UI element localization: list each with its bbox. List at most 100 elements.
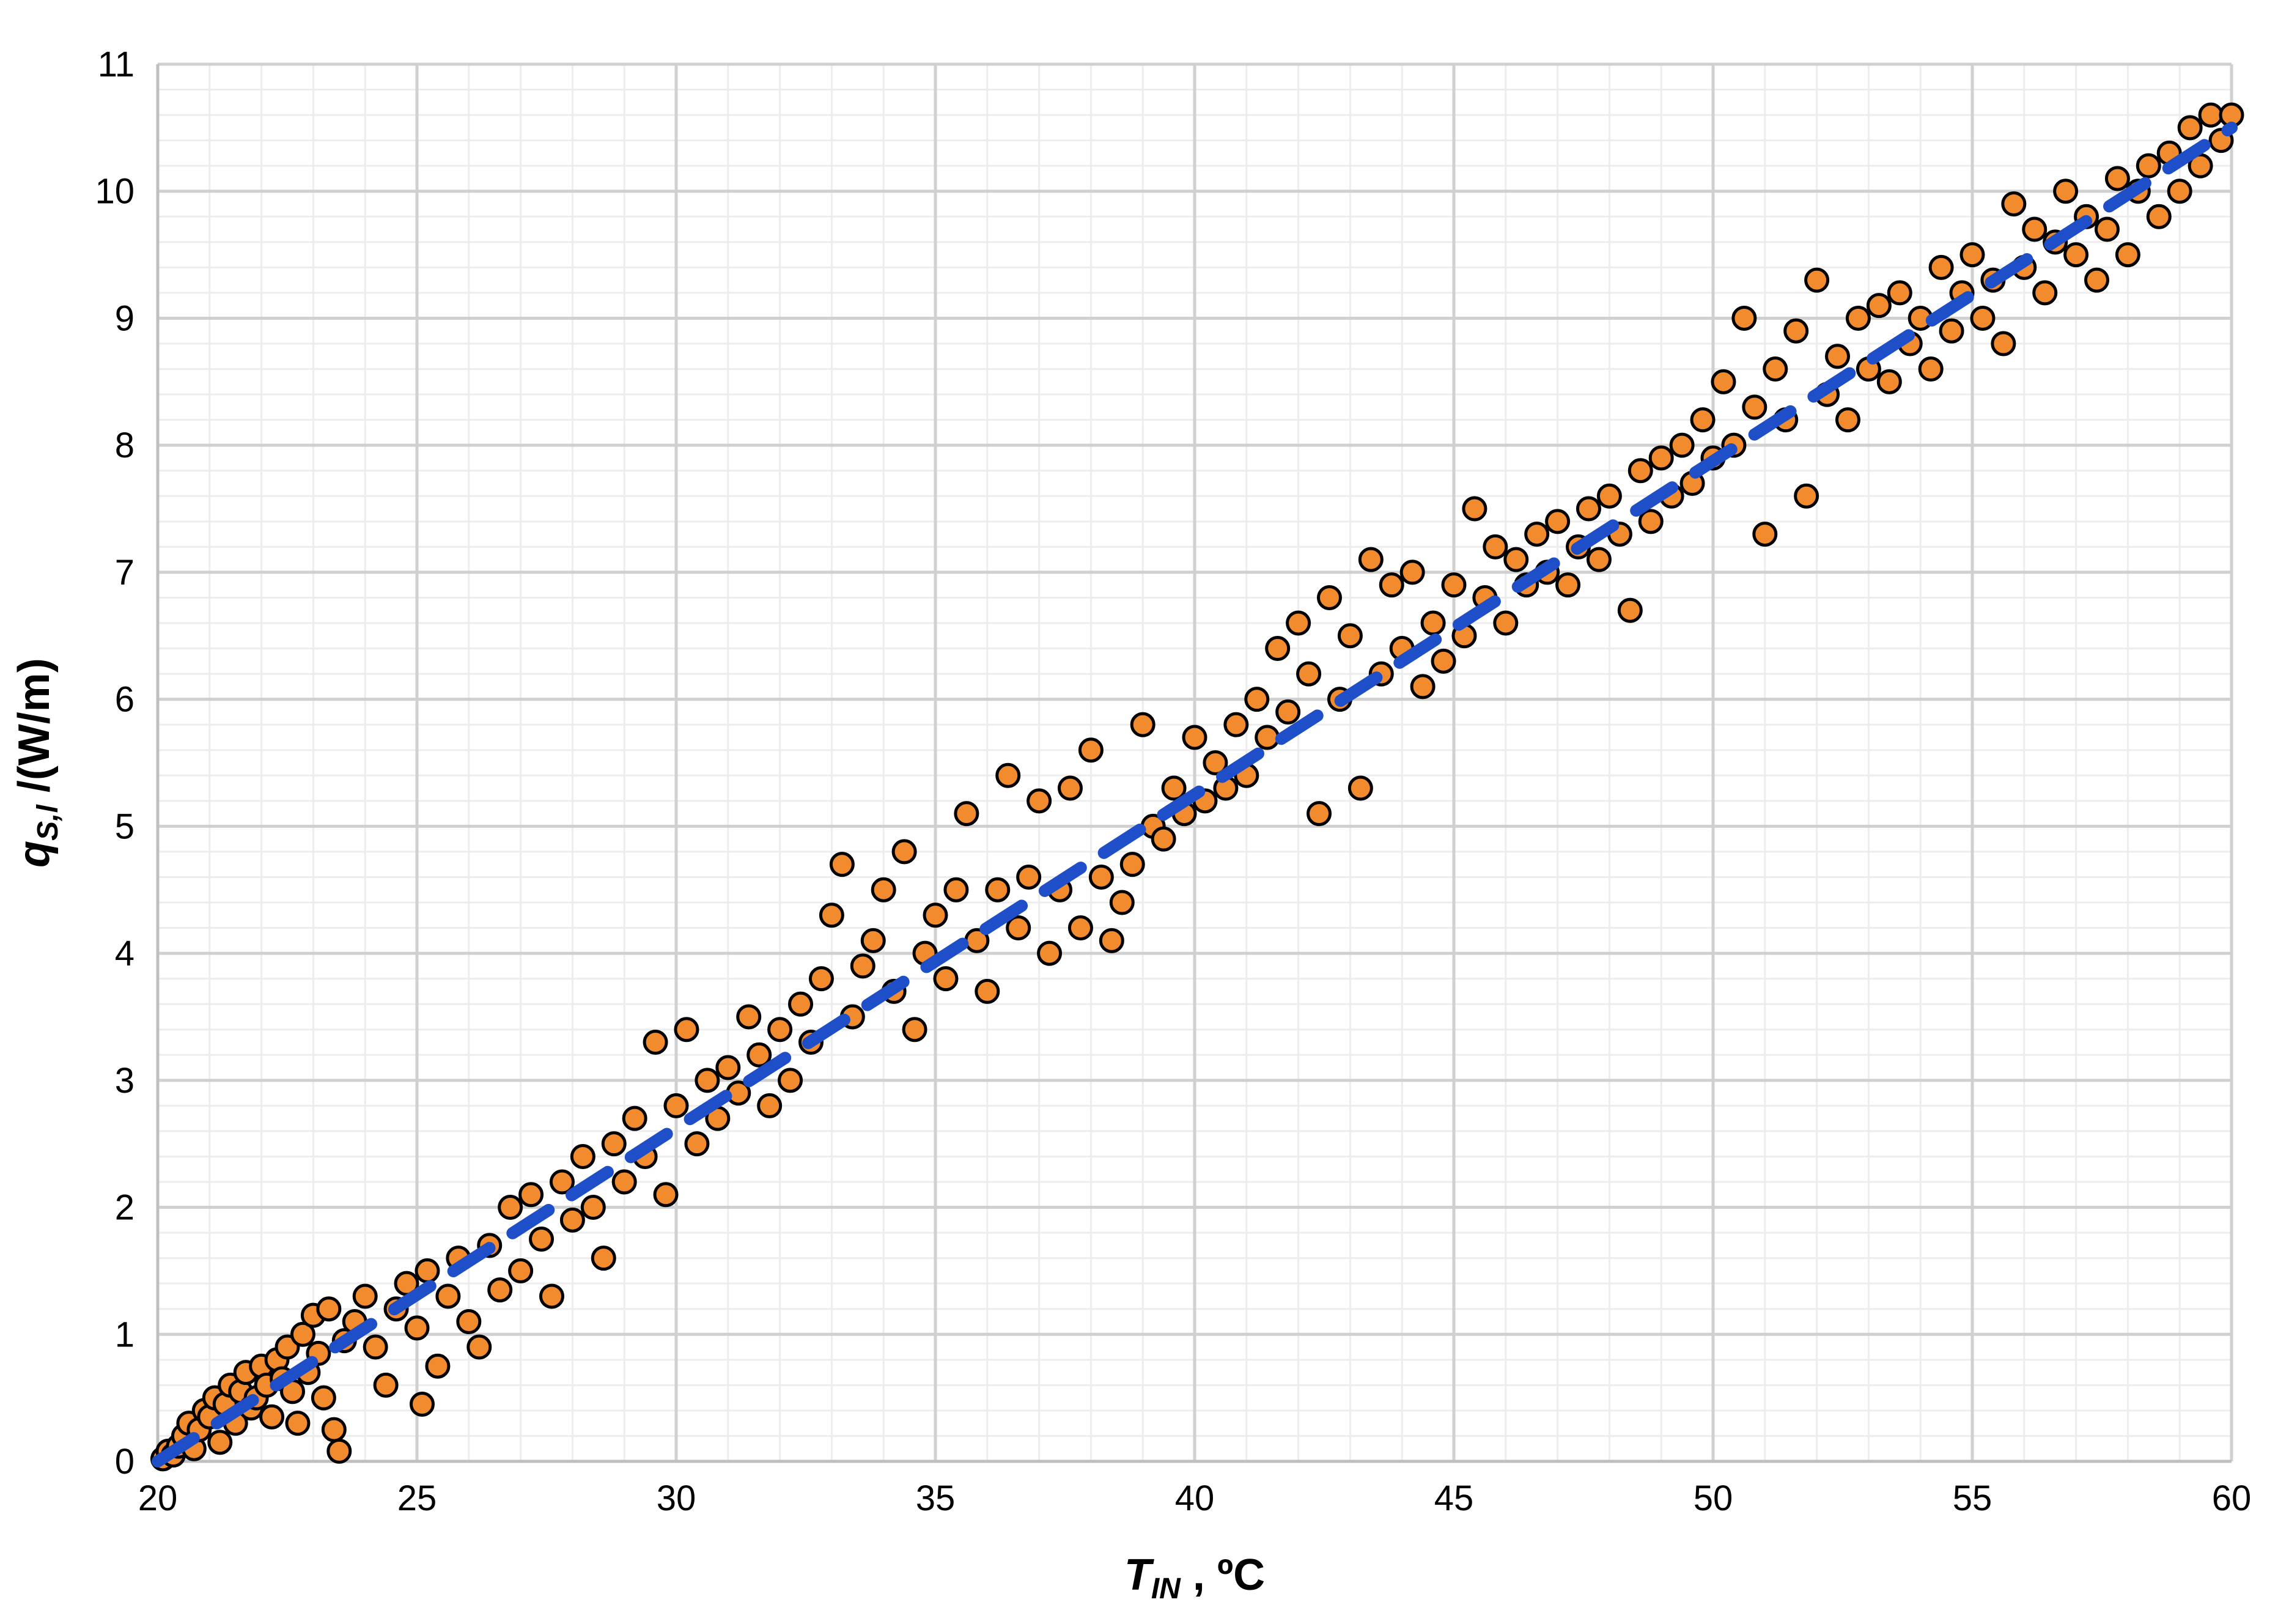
data-point bbox=[1307, 801, 1332, 827]
x-axis-title-suffix: , ºC bbox=[1181, 1551, 1265, 1600]
x-tick-labels: 20 25 30 35 40 45 50 55 60 bbox=[138, 1478, 2252, 1518]
data-point bbox=[1763, 356, 1788, 382]
data-point bbox=[1109, 890, 1135, 915]
data-point bbox=[902, 1017, 927, 1043]
y-tick-label: 3 bbox=[115, 1061, 135, 1101]
data-point bbox=[508, 1258, 534, 1283]
data-point bbox=[1441, 572, 1467, 598]
x-tick-label: 50 bbox=[1694, 1478, 1733, 1518]
data-point bbox=[539, 1283, 564, 1309]
y-axis-title-suffix: /(W/m) bbox=[10, 658, 59, 805]
x-tick-label: 35 bbox=[916, 1478, 956, 1518]
data-point bbox=[487, 1277, 513, 1303]
data-point bbox=[2198, 102, 2224, 128]
data-point bbox=[860, 928, 886, 953]
data-point bbox=[1638, 509, 1664, 534]
data-point bbox=[1337, 623, 1363, 649]
data-point bbox=[1596, 483, 1622, 509]
data-point bbox=[1483, 534, 1508, 559]
data-point bbox=[995, 762, 1021, 788]
data-point bbox=[1493, 610, 1519, 636]
data-point bbox=[1358, 547, 1384, 572]
data-point bbox=[1099, 928, 1124, 953]
data-point bbox=[1835, 407, 1860, 433]
data-point bbox=[788, 991, 814, 1017]
data-point bbox=[757, 1093, 783, 1118]
data-point bbox=[1545, 509, 1571, 534]
x-tick-label: 40 bbox=[1175, 1478, 1215, 1518]
data-point bbox=[985, 877, 1011, 902]
data-point bbox=[456, 1309, 482, 1334]
data-point bbox=[1286, 610, 1311, 636]
data-point bbox=[1669, 432, 1695, 458]
data-point bbox=[2001, 191, 2027, 216]
data-point bbox=[2115, 242, 2140, 268]
data-point bbox=[1876, 369, 1902, 394]
data-point bbox=[2084, 267, 2110, 293]
axes bbox=[156, 64, 2232, 1463]
data-point bbox=[1016, 864, 1042, 890]
data-point bbox=[1151, 826, 1176, 852]
data-point bbox=[1255, 725, 1280, 750]
data-point bbox=[498, 1195, 523, 1220]
data-point bbox=[653, 1182, 679, 1208]
data-point bbox=[1203, 750, 1228, 775]
x-tick-label: 45 bbox=[1434, 1478, 1474, 1518]
data-point bbox=[207, 1430, 233, 1455]
data-point bbox=[1078, 737, 1104, 763]
data-point bbox=[2032, 280, 2058, 306]
data-point bbox=[954, 801, 979, 827]
data-point bbox=[778, 1068, 803, 1093]
data-point bbox=[746, 1042, 772, 1068]
y-tick-label: 5 bbox=[115, 806, 135, 846]
data-point bbox=[1991, 331, 2016, 356]
data-point bbox=[321, 1417, 347, 1442]
data-point bbox=[1182, 725, 1207, 750]
data-point bbox=[2167, 179, 2192, 204]
y-tick-label: 9 bbox=[115, 298, 135, 338]
y-tick-label: 4 bbox=[115, 934, 135, 973]
data-point bbox=[1617, 597, 1643, 623]
data-point bbox=[404, 1315, 430, 1341]
data-point bbox=[1845, 305, 1871, 331]
data-point bbox=[767, 1017, 793, 1043]
data-point bbox=[1690, 407, 1716, 433]
y-axis-title: qS,l /(W/m) bbox=[10, 658, 64, 868]
data-point bbox=[643, 1030, 668, 1055]
data-point bbox=[1742, 394, 1767, 420]
data-point bbox=[2146, 204, 2172, 229]
data-point bbox=[1161, 775, 1187, 801]
data-point bbox=[316, 1296, 342, 1322]
data-point bbox=[1555, 572, 1581, 598]
data-point bbox=[2094, 216, 2120, 242]
data-point bbox=[684, 1131, 710, 1157]
x-axis-title: TIN , ºC bbox=[1124, 1551, 1265, 1605]
data-point bbox=[1379, 572, 1404, 598]
data-point bbox=[435, 1283, 461, 1309]
x-axis-title-sub: IN bbox=[1151, 1573, 1181, 1605]
y-tick-label: 10 bbox=[95, 172, 135, 212]
data-point bbox=[975, 978, 1000, 1004]
y-tick-label: 7 bbox=[115, 553, 135, 592]
data-point bbox=[549, 1169, 575, 1195]
y-tick-label: 8 bbox=[115, 426, 135, 465]
y-axis-title-main: q bbox=[10, 841, 59, 868]
x-tick-label: 55 bbox=[1953, 1478, 1992, 1518]
data-point bbox=[1006, 915, 1031, 941]
data-point bbox=[1970, 305, 1996, 331]
x-axis-title-main: T bbox=[1124, 1551, 1155, 1600]
data-point bbox=[923, 902, 948, 928]
data-point bbox=[1939, 318, 1964, 344]
data-point bbox=[1627, 458, 1653, 484]
data-point bbox=[1586, 547, 1612, 572]
data-point bbox=[415, 1258, 440, 1283]
data-point bbox=[2177, 115, 2203, 141]
data-point bbox=[1420, 610, 1446, 636]
data-point bbox=[1462, 496, 1487, 522]
data-point bbox=[1804, 267, 1830, 293]
data-point bbox=[1866, 293, 1892, 319]
data-point bbox=[259, 1404, 285, 1430]
data-point bbox=[663, 1093, 689, 1118]
data-point bbox=[1088, 864, 1114, 890]
